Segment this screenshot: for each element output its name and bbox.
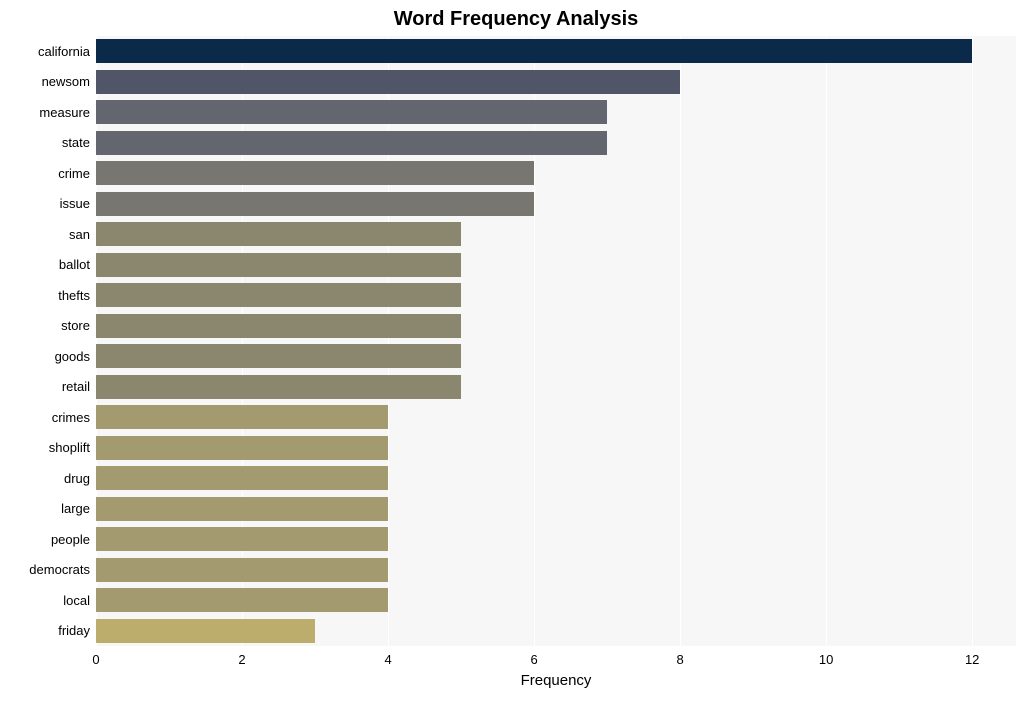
bar — [96, 39, 972, 63]
y-tick-label: local — [0, 593, 90, 608]
gridline — [680, 36, 681, 646]
y-tick-label: democrats — [0, 562, 90, 577]
gridline — [96, 36, 97, 646]
x-tick-label: 4 — [384, 652, 391, 667]
bar-row — [96, 100, 1016, 124]
bar — [96, 283, 461, 307]
y-tick-label: crime — [0, 166, 90, 181]
bar — [96, 161, 534, 185]
y-tick-label: san — [0, 227, 90, 242]
bar — [96, 588, 388, 612]
bar-row — [96, 619, 1016, 643]
bar — [96, 131, 607, 155]
x-axis-title: Frequency — [521, 672, 592, 689]
y-tick-label: people — [0, 532, 90, 547]
bar — [96, 466, 388, 490]
y-tick-label: issue — [0, 196, 90, 211]
bar-row — [96, 588, 1016, 612]
plot-area — [96, 36, 1016, 646]
y-tick-label: newsom — [0, 74, 90, 89]
y-tick-label: store — [0, 318, 90, 333]
bar-row — [96, 436, 1016, 460]
bar-row — [96, 253, 1016, 277]
bar-row — [96, 497, 1016, 521]
y-tick-label: large — [0, 501, 90, 516]
gridline — [242, 36, 243, 646]
gridline — [972, 36, 973, 646]
y-tick-label: ballot — [0, 257, 90, 272]
y-tick-label: measure — [0, 105, 90, 120]
bar-row — [96, 39, 1016, 63]
bar — [96, 344, 461, 368]
bar — [96, 70, 680, 94]
bar — [96, 497, 388, 521]
y-tick-label: drug — [0, 471, 90, 486]
bar-row — [96, 558, 1016, 582]
bar — [96, 192, 534, 216]
bar — [96, 100, 607, 124]
x-tick-label: 0 — [92, 652, 99, 667]
bar-row — [96, 192, 1016, 216]
gridline — [826, 36, 827, 646]
bar — [96, 253, 461, 277]
y-tick-label: state — [0, 135, 90, 150]
chart-container: Word Frequency Analysis california newsom… — [0, 0, 1032, 701]
bar — [96, 375, 461, 399]
bar-row — [96, 527, 1016, 551]
x-tick-label: 6 — [530, 652, 537, 667]
bar-row — [96, 283, 1016, 307]
bar-row — [96, 131, 1016, 155]
bar — [96, 619, 315, 643]
bar — [96, 527, 388, 551]
bar-row — [96, 466, 1016, 490]
y-tick-label: thefts — [0, 288, 90, 303]
y-tick-label: shoplift — [0, 440, 90, 455]
bar-row — [96, 314, 1016, 338]
bar-row — [96, 344, 1016, 368]
gridline — [388, 36, 389, 646]
x-tick-label: 2 — [238, 652, 245, 667]
bar-row — [96, 405, 1016, 429]
bar-row — [96, 222, 1016, 246]
bar — [96, 405, 388, 429]
bar — [96, 222, 461, 246]
gridline — [534, 36, 535, 646]
bar-row — [96, 70, 1016, 94]
chart-title: Word Frequency Analysis — [0, 8, 1032, 31]
y-tick-label: friday — [0, 623, 90, 638]
y-tick-label: california — [0, 44, 90, 59]
bar-row — [96, 161, 1016, 185]
bar — [96, 314, 461, 338]
bar — [96, 558, 388, 582]
x-tick-label: 10 — [819, 652, 833, 667]
x-tick-label: 12 — [965, 652, 979, 667]
bar-row — [96, 375, 1016, 399]
bar — [96, 436, 388, 460]
y-tick-label: goods — [0, 349, 90, 364]
x-tick-label: 8 — [677, 652, 684, 667]
y-tick-label: crimes — [0, 410, 90, 425]
y-tick-label: retail — [0, 379, 90, 394]
